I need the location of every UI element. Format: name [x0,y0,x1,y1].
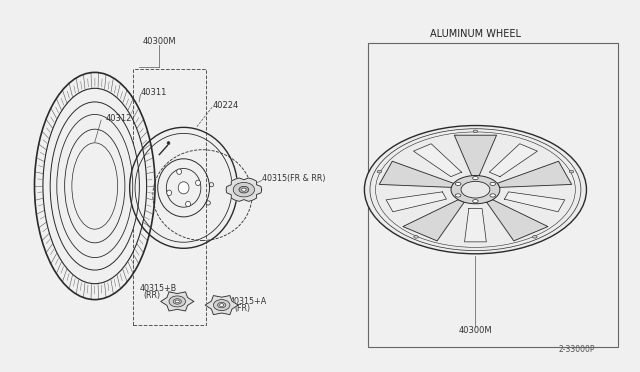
Polygon shape [403,200,464,241]
Text: (FR): (FR) [234,304,250,313]
Bar [367,43,618,347]
Ellipse shape [169,296,186,307]
Ellipse shape [173,299,181,304]
Bar [133,69,206,325]
Ellipse shape [50,102,140,270]
Text: (RR): (RR) [143,291,161,301]
Ellipse shape [239,186,249,193]
Polygon shape [413,144,461,177]
Polygon shape [226,178,262,201]
Polygon shape [504,192,564,212]
Ellipse shape [570,170,573,173]
Text: 40300M: 40300M [143,37,176,46]
Ellipse shape [233,182,255,197]
Polygon shape [489,144,538,177]
Text: 40315+A: 40315+A [230,297,267,306]
Ellipse shape [167,142,170,145]
Ellipse shape [196,180,200,186]
Text: 40315(FR & RR): 40315(FR & RR) [262,174,325,183]
Polygon shape [380,161,454,187]
Ellipse shape [490,194,495,197]
Text: 40300M: 40300M [459,326,492,335]
Ellipse shape [490,182,495,186]
Text: 40311: 40311 [141,88,168,97]
Ellipse shape [167,190,172,196]
Text: ALUMINUM WHEEL: ALUMINUM WHEEL [430,29,521,39]
Text: 40224: 40224 [212,101,238,110]
Ellipse shape [242,188,246,191]
Ellipse shape [364,125,586,254]
Ellipse shape [220,304,224,307]
Ellipse shape [178,182,189,194]
Ellipse shape [461,181,490,198]
Ellipse shape [414,235,419,238]
Text: 40312: 40312 [106,114,132,123]
Text: 2-33000P: 2-33000P [559,344,595,353]
Polygon shape [497,161,572,187]
Polygon shape [161,292,194,311]
Ellipse shape [377,170,381,173]
Ellipse shape [473,200,478,203]
Ellipse shape [177,169,182,174]
Text: 40315+B: 40315+B [139,284,177,293]
Ellipse shape [473,177,478,180]
Ellipse shape [451,176,500,204]
Ellipse shape [175,300,179,303]
Ellipse shape [213,299,230,311]
Polygon shape [454,135,497,176]
Ellipse shape [218,302,226,308]
Polygon shape [205,296,238,315]
Ellipse shape [455,182,461,186]
Ellipse shape [455,194,461,197]
Ellipse shape [532,235,537,238]
Ellipse shape [186,201,191,207]
Polygon shape [386,192,447,212]
Ellipse shape [473,130,477,132]
Polygon shape [486,200,548,241]
Polygon shape [465,209,486,242]
